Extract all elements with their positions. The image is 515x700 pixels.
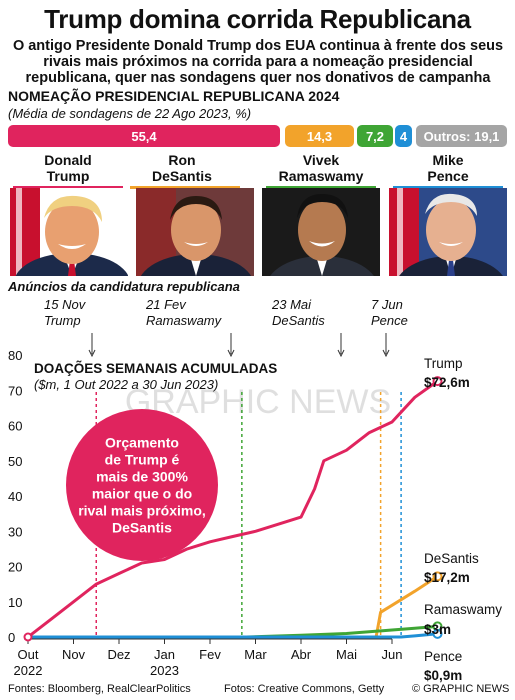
candidate-name-desantis: Ron DeSantis: [152, 152, 212, 184]
x-tick-label: Abr: [291, 647, 312, 662]
candidate-line-desantis: [130, 186, 240, 189]
announcement-arrowhead: [382, 349, 390, 358]
desantis-portrait: [136, 188, 254, 276]
announcement-trump: 15 Nov Trump: [44, 297, 86, 328]
x-tick-label: Mar: [244, 647, 267, 662]
x-tick-label: Nov: [62, 647, 86, 662]
chart-title: DOAÇÕES SEMANAIS ACUMULADAS: [34, 361, 277, 376]
candidate-line-ramaswamy: [266, 186, 376, 189]
x-tick-label: Jun: [382, 647, 403, 662]
candidate-name-pence: Mike Pence: [427, 152, 469, 184]
series-total-pence: $0,9m: [424, 668, 462, 683]
poll-bar-desantis: 14,3: [285, 125, 354, 147]
y-tick-label: 30: [8, 524, 22, 539]
poll-bar-trump: 55,4: [8, 125, 280, 147]
callout-circle: [66, 409, 218, 561]
callout-text-line: maior que o do: [92, 486, 192, 502]
poll-subtitle: (Média de sondagens de 22 Ago 2023, %): [8, 106, 252, 121]
end-marker-pence: [432, 628, 443, 639]
x-tick-label: Mai: [336, 647, 357, 662]
y-tick-label: 0: [8, 630, 15, 645]
end-marker-trump: [432, 376, 443, 387]
ramaswamy-portrait: [262, 188, 380, 276]
series-line-desantis: [28, 575, 439, 639]
y-tick-label: 10: [8, 595, 22, 610]
y-tick-label: 50: [8, 454, 22, 469]
candidate-name-trump: Donald Trump: [44, 152, 92, 184]
y-tick-label: 80: [8, 348, 22, 363]
x-tick-label: Dez: [107, 647, 130, 662]
chart-subtitle: ($m, 1 Out 2022 a 30 Jun 2023): [34, 377, 218, 392]
start-marker: [23, 632, 33, 642]
poll-bar-ramaswamy: 7,2: [357, 125, 393, 147]
callout-text-line: mais de 300%: [96, 469, 188, 485]
series-line-trump: [27, 379, 439, 639]
pence-portrait: [389, 188, 507, 276]
poll-bar-others: Outros: 19,1: [416, 125, 507, 147]
y-tick-label: 70: [8, 383, 22, 398]
x-tick-label: Fev: [199, 647, 221, 662]
y-tick-label: 20: [8, 560, 22, 575]
announcement-pence: 7 Jun Pence: [371, 297, 408, 328]
footer-credit: © GRAPHIC NEWS: [412, 683, 510, 695]
footer-photos: Fotos: Creative Commons, Getty: [224, 683, 385, 695]
trump-portrait: [10, 188, 128, 276]
series-line-pence: [28, 632, 438, 639]
callout-text-line: DeSantis: [112, 520, 172, 536]
callout-text-line: Orçamento: [105, 435, 179, 451]
callout-text-line: rival mais próximo,: [78, 503, 206, 519]
poll-title: NOMEAÇÃO PRESIDENCIAL REPUBLICANA 2024: [8, 88, 340, 104]
announcement-arrowhead: [88, 349, 96, 358]
announcement-desantis: 23 Mai DeSantis: [272, 297, 325, 328]
series-total-ramaswamy: $3m: [424, 622, 451, 637]
series-total-trump: $72,6m: [424, 375, 470, 390]
series-name-ramaswamy: Ramaswamy: [424, 602, 502, 617]
y-tick-label: 40: [8, 489, 22, 504]
candidate-line-trump: [13, 186, 123, 189]
announcement-ramaswamy: 21 Fev Ramaswamy: [146, 297, 222, 328]
footer-sources: Fontes: Bloomberg, RealClearPolitics: [8, 683, 191, 695]
y-tick-label: 60: [8, 419, 22, 434]
subtitle: O antigo Presidente Donald Trump dos EUA…: [12, 38, 504, 86]
end-marker-desantis: [432, 571, 443, 582]
callout-text-line: de Trump é: [105, 452, 180, 468]
announcement-arrowhead: [227, 349, 235, 358]
poll-bar-pence: 4: [395, 125, 412, 147]
series-name-desantis: DeSantis: [424, 551, 479, 566]
series-total-desantis: $17,2m: [424, 570, 470, 585]
page-title: Trump domina corrida Republicana: [44, 4, 471, 34]
candidate-line-pence: [393, 186, 503, 189]
series-name-pence: Pence: [424, 649, 462, 664]
announcement-arrowhead: [337, 349, 345, 358]
x-tick-label: Jan 2023: [150, 647, 179, 678]
series-name-trump: Trump: [424, 356, 463, 371]
announcements-title: Anúncios da candidatura republicana: [8, 279, 240, 294]
x-tick-label: Out 2022: [14, 647, 43, 678]
candidate-name-ramaswamy: Vivek Ramaswamy: [278, 152, 364, 184]
